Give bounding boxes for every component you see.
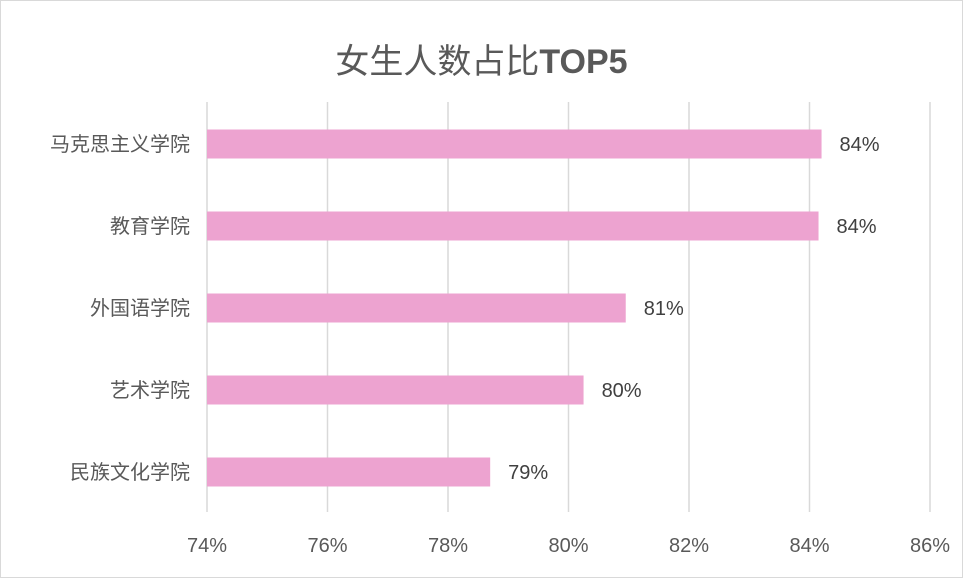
bar bbox=[207, 211, 819, 241]
data-label: 84% bbox=[837, 216, 877, 238]
bar bbox=[207, 457, 491, 487]
category-label: 外国语学院 bbox=[90, 296, 190, 320]
x-tick-label: 84% bbox=[789, 535, 829, 557]
category-label: 民族文化学院 bbox=[70, 460, 190, 484]
bars bbox=[207, 129, 822, 487]
bar bbox=[207, 293, 626, 323]
x-tick-label: 82% bbox=[669, 535, 709, 557]
category-label: 艺术学院 bbox=[110, 378, 190, 402]
x-tick-label: 86% bbox=[910, 535, 950, 557]
data-labels: 84% 84% 81% 80% 79% bbox=[508, 134, 880, 484]
bar bbox=[207, 375, 584, 405]
data-label: 79% bbox=[508, 462, 548, 484]
category-label: 马克思主义学院 bbox=[50, 132, 190, 156]
x-tick-label: 76% bbox=[307, 535, 347, 557]
category-label: 教育学院 bbox=[110, 214, 190, 238]
chart-title: 女生人数占比TOP5 bbox=[0, 34, 963, 83]
x-tick-label: 80% bbox=[548, 535, 588, 557]
bar bbox=[207, 129, 822, 159]
data-label: 80% bbox=[602, 380, 642, 402]
x-tick-labels: 74% 76% 78% 80% 82% 84% 86% bbox=[187, 535, 950, 557]
x-tick-label: 78% bbox=[428, 535, 468, 557]
chart-title-cjk: 女生人数占比 bbox=[335, 42, 540, 82]
data-label: 81% bbox=[644, 298, 684, 320]
x-tick-label: 74% bbox=[187, 535, 227, 557]
data-label: 84% bbox=[840, 134, 880, 156]
chart-title-latin: TOP5 bbox=[539, 43, 628, 81]
